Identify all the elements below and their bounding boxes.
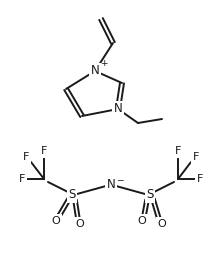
- Text: +: +: [100, 59, 108, 69]
- Text: S: S: [68, 189, 76, 201]
- Text: F: F: [175, 146, 181, 156]
- Text: O: O: [138, 216, 146, 226]
- Text: −: −: [116, 175, 124, 184]
- Text: N: N: [107, 179, 115, 191]
- Text: F: F: [197, 174, 203, 184]
- Text: F: F: [23, 152, 29, 162]
- Text: N: N: [114, 102, 122, 116]
- Text: F: F: [41, 146, 47, 156]
- Text: F: F: [193, 152, 199, 162]
- Text: O: O: [76, 219, 84, 229]
- Text: O: O: [52, 216, 60, 226]
- Text: N: N: [91, 64, 99, 78]
- Text: O: O: [158, 219, 166, 229]
- Text: S: S: [146, 189, 154, 201]
- Text: F: F: [19, 174, 25, 184]
